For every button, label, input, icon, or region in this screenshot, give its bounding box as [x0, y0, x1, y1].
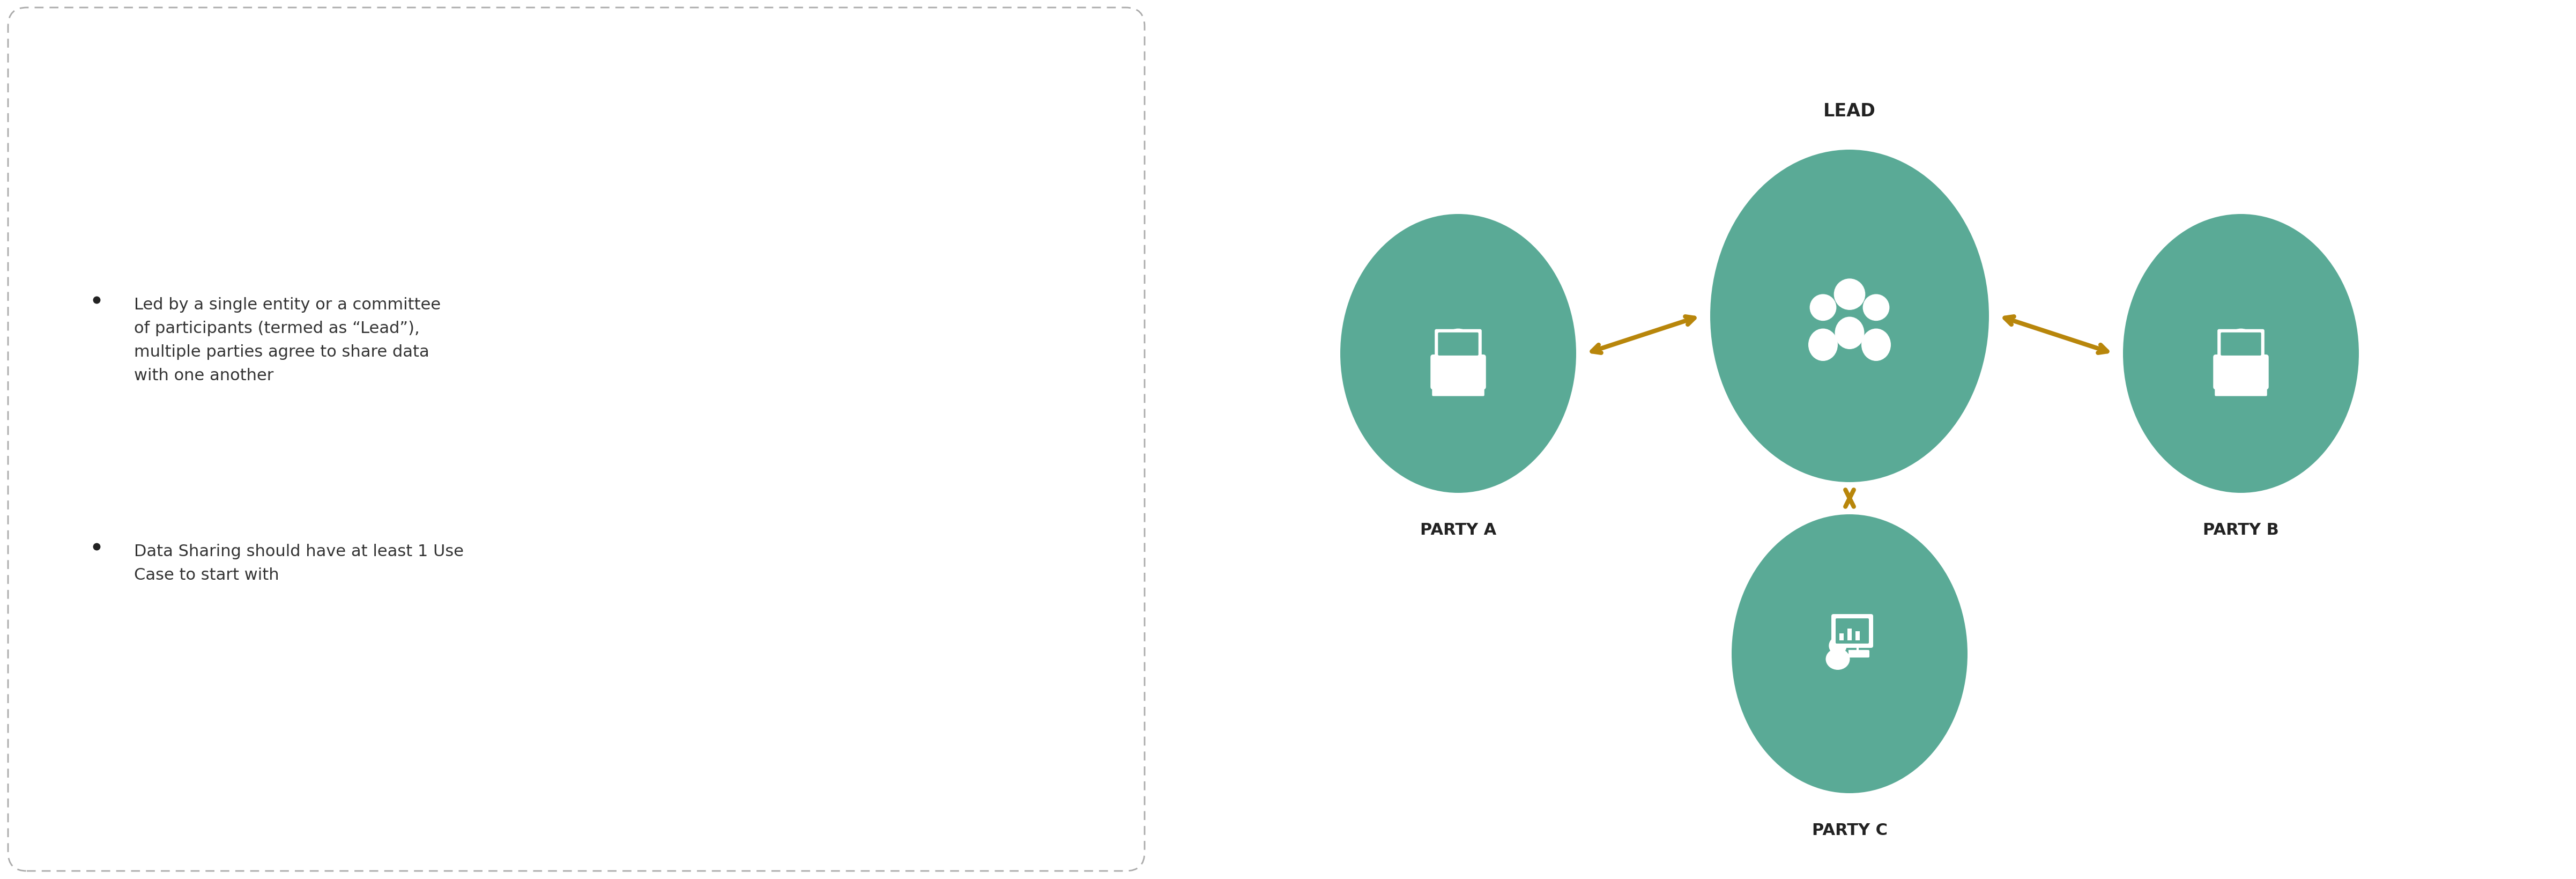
FancyBboxPatch shape	[1430, 354, 1486, 389]
Ellipse shape	[1731, 514, 1968, 793]
Ellipse shape	[1862, 329, 1891, 361]
FancyBboxPatch shape	[1837, 618, 1868, 643]
FancyBboxPatch shape	[2213, 354, 2269, 389]
Circle shape	[1834, 279, 1865, 309]
Ellipse shape	[1834, 316, 1865, 349]
Text: PARTY A: PARTY A	[1419, 522, 1497, 538]
Text: LEAD: LEAD	[1824, 103, 1875, 120]
Circle shape	[1829, 637, 1847, 654]
Ellipse shape	[1710, 149, 1989, 483]
FancyBboxPatch shape	[8, 8, 1144, 871]
FancyBboxPatch shape	[1437, 332, 1479, 355]
Bar	[1839, 634, 1844, 640]
Circle shape	[2218, 339, 2228, 348]
Text: Data Sharing should have at least 1 Use
Case to start with: Data Sharing should have at least 1 Use …	[134, 544, 464, 583]
FancyBboxPatch shape	[1850, 650, 1870, 657]
FancyBboxPatch shape	[2218, 329, 2264, 359]
Ellipse shape	[1826, 649, 1850, 670]
Circle shape	[1443, 329, 1473, 358]
Text: PARTY C: PARTY C	[1811, 823, 1888, 839]
Ellipse shape	[2123, 214, 2360, 493]
Circle shape	[1435, 339, 1445, 348]
FancyBboxPatch shape	[1435, 329, 1481, 359]
Circle shape	[1811, 294, 1837, 321]
FancyBboxPatch shape	[2215, 386, 2267, 396]
FancyBboxPatch shape	[1832, 614, 1873, 648]
Ellipse shape	[1340, 214, 1577, 493]
Circle shape	[2226, 329, 2257, 358]
Bar	[1847, 628, 1852, 640]
FancyBboxPatch shape	[2221, 332, 2262, 355]
Text: PARTY B: PARTY B	[2202, 522, 2280, 538]
FancyBboxPatch shape	[1432, 386, 1484, 396]
Ellipse shape	[1808, 329, 1837, 361]
Bar	[1855, 631, 1860, 640]
Circle shape	[1862, 294, 1888, 321]
Text: Led by a single entity or a committee
of participants (termed as “Lead”),
multip: Led by a single entity or a committee of…	[134, 297, 440, 383]
